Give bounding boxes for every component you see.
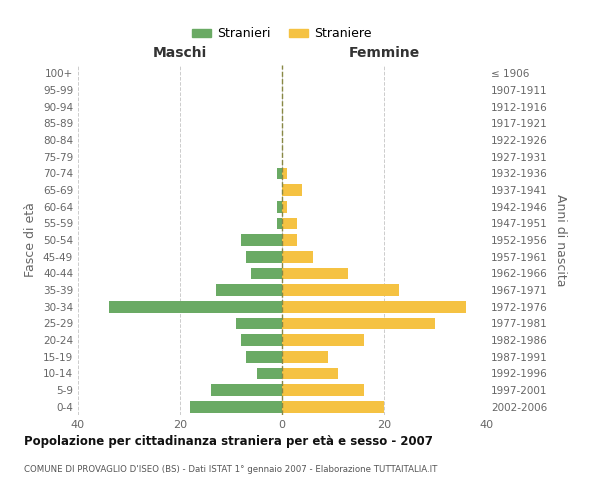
Text: Femmine: Femmine: [349, 46, 419, 60]
Text: Popolazione per cittadinanza straniera per età e sesso - 2007: Popolazione per cittadinanza straniera p…: [24, 435, 433, 448]
Text: Maschi: Maschi: [153, 46, 207, 60]
Bar: [282, 218, 298, 229]
Bar: [282, 401, 384, 412]
Bar: [277, 168, 282, 179]
Bar: [241, 234, 282, 246]
Bar: [282, 234, 298, 246]
Bar: [236, 318, 282, 329]
Bar: [282, 368, 338, 379]
Bar: [282, 168, 287, 179]
Bar: [282, 268, 349, 279]
Bar: [277, 218, 282, 229]
Y-axis label: Anni di nascita: Anni di nascita: [554, 194, 567, 286]
Bar: [282, 201, 287, 212]
Bar: [257, 368, 282, 379]
Bar: [282, 318, 435, 329]
Bar: [241, 334, 282, 346]
Bar: [211, 384, 282, 396]
Bar: [277, 201, 282, 212]
Bar: [247, 351, 282, 362]
Bar: [216, 284, 282, 296]
Bar: [282, 184, 302, 196]
Bar: [251, 268, 282, 279]
Bar: [282, 351, 328, 362]
Bar: [190, 401, 282, 412]
Bar: [247, 251, 282, 262]
Bar: [109, 301, 282, 312]
Bar: [282, 251, 313, 262]
Legend: Stranieri, Straniere: Stranieri, Straniere: [187, 22, 377, 45]
Bar: [282, 334, 364, 346]
Text: COMUNE DI PROVAGLIO D'ISEO (BS) - Dati ISTAT 1° gennaio 2007 - Elaborazione TUTT: COMUNE DI PROVAGLIO D'ISEO (BS) - Dati I…: [24, 465, 437, 474]
Bar: [282, 301, 466, 312]
Bar: [282, 384, 364, 396]
Bar: [282, 284, 400, 296]
Y-axis label: Fasce di età: Fasce di età: [25, 202, 37, 278]
